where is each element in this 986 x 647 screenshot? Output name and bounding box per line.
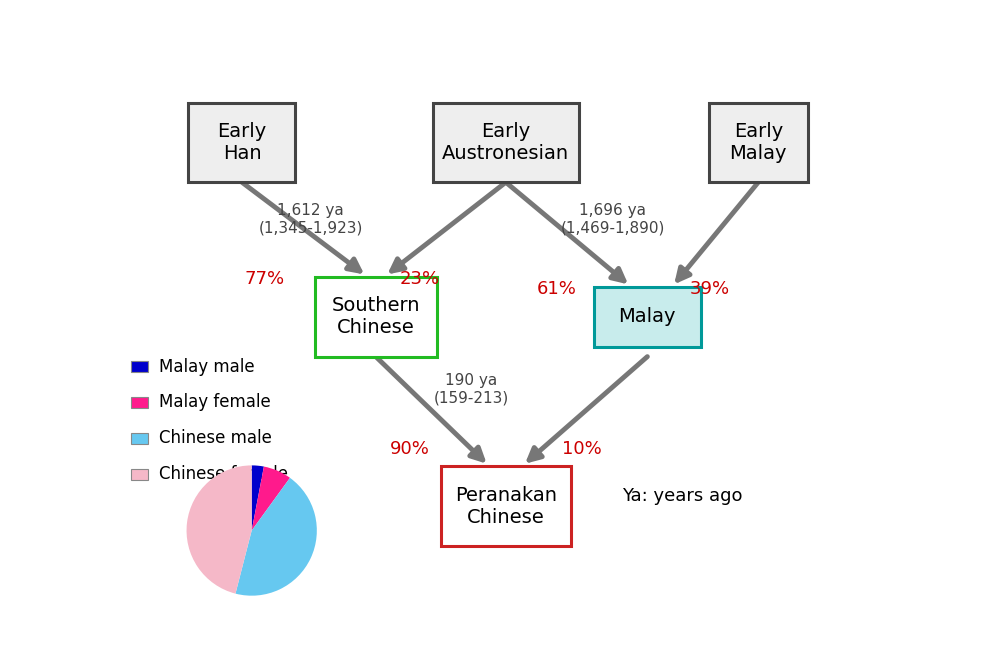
Text: Early
Han: Early Han bbox=[217, 122, 266, 163]
Text: Malay male: Malay male bbox=[159, 358, 254, 376]
Text: Malay: Malay bbox=[618, 307, 675, 326]
Text: 90%: 90% bbox=[389, 440, 430, 458]
Text: 61%: 61% bbox=[536, 280, 577, 298]
Text: 190 ya
(159-213): 190 ya (159-213) bbox=[434, 373, 509, 405]
Bar bbox=[131, 433, 148, 444]
Text: Early
Malay: Early Malay bbox=[729, 122, 786, 163]
Text: Chinese female: Chinese female bbox=[159, 465, 288, 483]
Text: 39%: 39% bbox=[688, 280, 729, 298]
Text: 10%: 10% bbox=[562, 440, 601, 458]
Wedge shape bbox=[236, 478, 317, 596]
Text: Peranakan
Chinese: Peranakan Chinese bbox=[455, 486, 556, 527]
Text: 1,612 ya
(1,345-1,923): 1,612 ya (1,345-1,923) bbox=[258, 203, 363, 236]
FancyBboxPatch shape bbox=[594, 287, 700, 347]
Bar bbox=[131, 361, 148, 372]
Text: Ya: years ago: Ya: years ago bbox=[621, 487, 741, 505]
Text: Early
Austronesian: Early Austronesian bbox=[442, 122, 569, 163]
Text: Malay female: Malay female bbox=[159, 393, 271, 411]
FancyBboxPatch shape bbox=[433, 102, 578, 182]
FancyBboxPatch shape bbox=[708, 102, 808, 182]
Text: 23%: 23% bbox=[399, 270, 440, 289]
Bar bbox=[131, 468, 148, 479]
Text: Southern
Chinese: Southern Chinese bbox=[331, 296, 420, 337]
Bar bbox=[131, 397, 148, 408]
FancyBboxPatch shape bbox=[441, 466, 570, 546]
Wedge shape bbox=[251, 466, 290, 531]
Text: 77%: 77% bbox=[245, 270, 285, 289]
FancyBboxPatch shape bbox=[315, 277, 437, 356]
Wedge shape bbox=[251, 465, 263, 531]
Wedge shape bbox=[186, 465, 251, 594]
FancyBboxPatch shape bbox=[188, 102, 295, 182]
Text: 1,696 ya
(1,469-1,890): 1,696 ya (1,469-1,890) bbox=[560, 203, 665, 236]
Text: Chinese male: Chinese male bbox=[159, 430, 272, 447]
